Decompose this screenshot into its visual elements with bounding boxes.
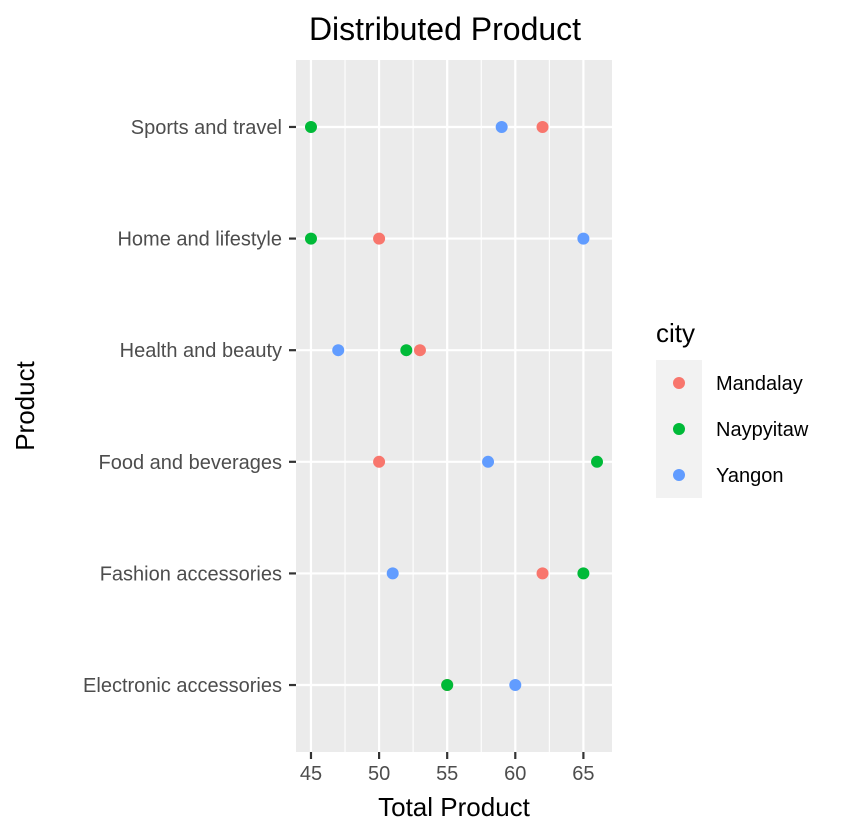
x-tick-label: 45 [300, 763, 322, 785]
points [304, 120, 604, 692]
y-tick-label: Home and lifestyle [117, 229, 282, 251]
grid [296, 60, 612, 752]
x-tick-label: 55 [436, 763, 458, 785]
data-point-naypyitaw [441, 679, 454, 692]
axes: 45 50 55 60 65 Electronic accessories Fashion … [83, 117, 594, 785]
y-axis-title: Product [10, 360, 40, 450]
legend-key-naypyitaw [673, 423, 685, 435]
data-point-naypyitaw [304, 120, 317, 133]
x-tick-label: 50 [368, 763, 390, 785]
data-point-mandalay [413, 344, 426, 357]
y-tick-label: Health and beauty [120, 340, 282, 362]
legend-title: city [656, 318, 695, 348]
y-tick-label: Food and beverages [99, 452, 282, 474]
y-tick-label: Sports and travel [131, 117, 282, 139]
data-point-naypyitaw [400, 344, 413, 357]
x-axis-title: Total Product [378, 792, 531, 822]
data-point-yangon [495, 120, 508, 133]
plot-panel [296, 60, 612, 752]
y-tick-label: Electronic accessories [83, 675, 282, 697]
legend: city Mandalay Naypyitaw Yangon [656, 318, 809, 498]
data-point-yangon [577, 232, 590, 245]
data-point-mandalay [536, 120, 549, 133]
legend-label: Yangon [716, 465, 783, 487]
x-tick-label: 60 [504, 763, 526, 785]
data-point-naypyitaw [577, 567, 590, 580]
data-point-yangon [482, 455, 495, 468]
data-point-mandalay [373, 232, 386, 245]
data-point-naypyitaw [591, 455, 604, 468]
data-point-yangon [332, 344, 345, 357]
x-tick-label: 65 [572, 763, 594, 785]
chart-title: Distributed Product [309, 11, 581, 47]
legend-label: Mandalay [716, 373, 803, 395]
data-point-mandalay [373, 455, 386, 468]
y-tick-label: Fashion accessories [100, 563, 282, 585]
data-point-naypyitaw [304, 232, 317, 245]
legend-key-mandalay [673, 377, 685, 389]
legend-label: Naypyitaw [716, 419, 809, 441]
data-point-yangon [509, 679, 522, 692]
data-point-yangon [386, 567, 399, 580]
legend-key-yangon [673, 469, 685, 481]
data-point-mandalay [536, 567, 549, 580]
